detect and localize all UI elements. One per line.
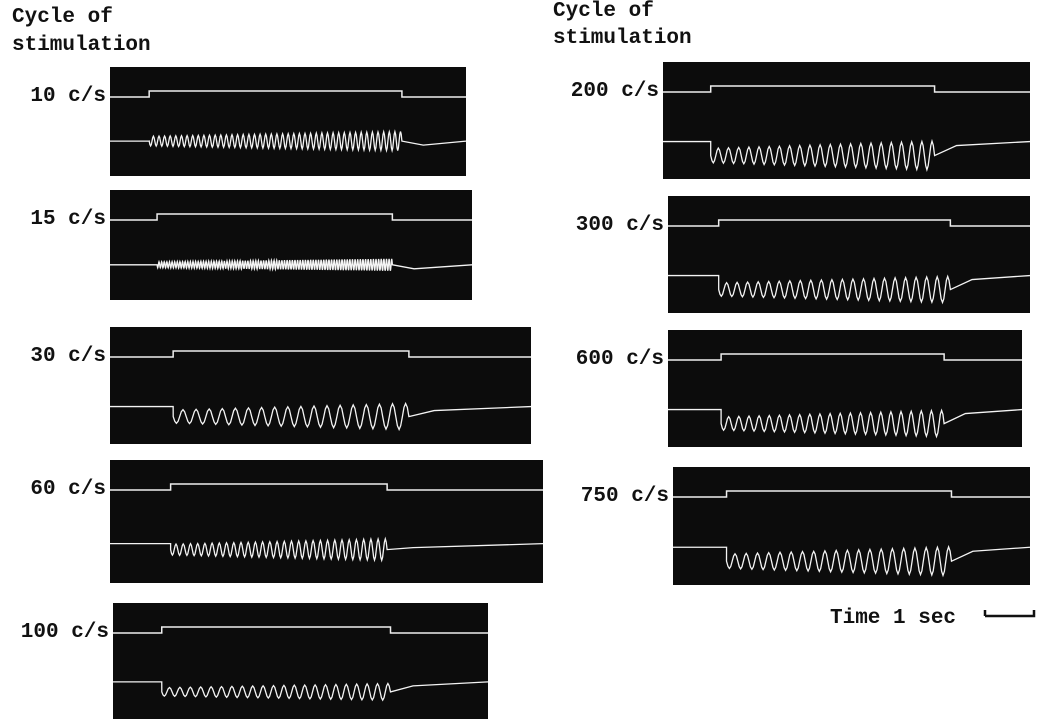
trace-panel [113,603,488,719]
frequency-label: 600 c/s [576,348,664,371]
figure: Cycle of stimulation Cycle of stimulatio… [0,0,1040,719]
column-header: stimulation [553,27,692,50]
frequency-label: 200 c/s [571,80,659,103]
trace-panel [668,330,1022,447]
frequency-label: 60 c/s [30,478,106,501]
frequency-label: 100 c/s [21,621,109,644]
time-scale-label: Time 1 sec [830,607,956,630]
trace-panel [663,62,1030,179]
frequency-label: 750 c/s [581,485,669,508]
trace-panel [110,67,466,176]
frequency-label: 300 c/s [576,214,664,237]
column-header: stimulation [12,34,151,57]
frequency-label: 30 c/s [30,345,106,368]
column-header: Cycle of [553,0,654,23]
trace-panel [110,190,472,300]
frequency-label: 15 c/s [30,208,106,231]
time-scale-bar [985,610,1034,616]
frequency-label: 10 c/s [30,85,106,108]
column-header: Cycle of [12,6,113,29]
trace-panel [110,460,543,583]
